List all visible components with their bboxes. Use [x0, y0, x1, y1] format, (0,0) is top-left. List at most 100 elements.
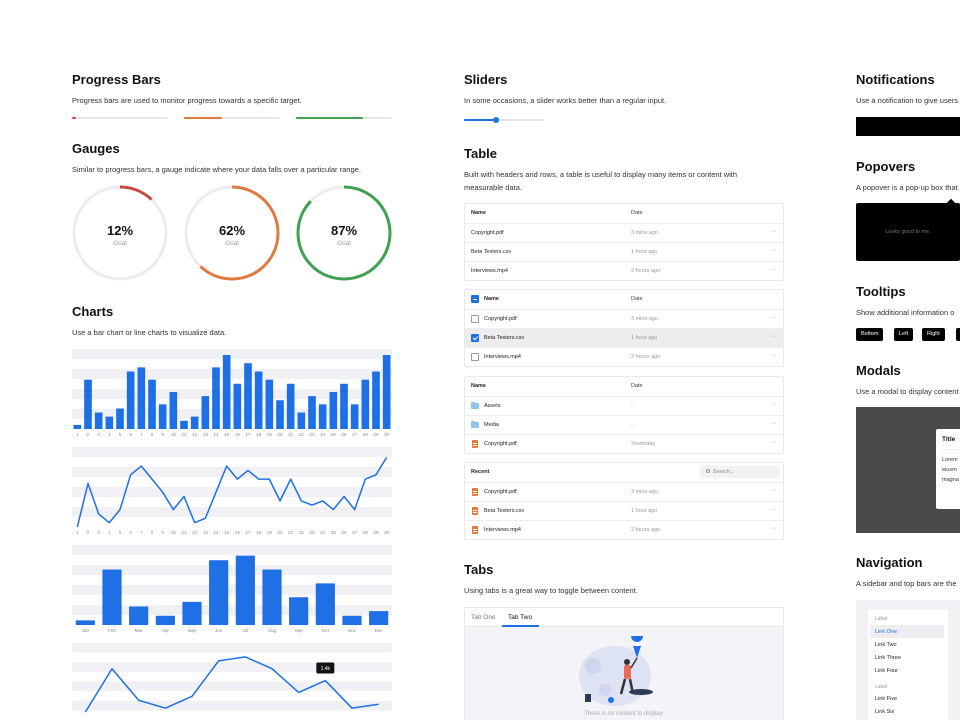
tooltip-partial[interactable] [956, 328, 960, 341]
tick-label: 30 [384, 432, 390, 437]
empty-state-illustration [579, 636, 653, 706]
row-checkbox-checked[interactable] [471, 334, 479, 342]
tick-label: 20 [277, 432, 283, 437]
tabs-title: Tabs [464, 562, 494, 577]
column-header-date[interactable]: Date [631, 210, 643, 216]
more-icon[interactable]: ··· [771, 314, 776, 321]
bar [265, 379, 274, 429]
tick-label: Nov [348, 628, 357, 633]
more-icon[interactable]: ··· [771, 420, 776, 427]
bar [297, 412, 306, 429]
search-input[interactable]: Search... [700, 466, 780, 478]
notification-banner[interactable] [856, 117, 960, 136]
sidebar-item-link-one[interactable]: Link One [875, 629, 898, 635]
file-date: 1 hour ago [631, 249, 658, 255]
tick-label: 15 [224, 432, 230, 437]
more-icon[interactable]: ··· [771, 439, 776, 446]
table-row[interactable]: Assets - ··· [465, 396, 783, 415]
sidebar-item-link-two[interactable]: Link Two [875, 642, 897, 648]
tooltip-right[interactable]: Right [922, 328, 945, 341]
table-row[interactable]: Copyright.pdf 3 mins ago ··· [465, 309, 783, 328]
tooltip-bottom[interactable]: Bottom [856, 328, 884, 341]
modals-description: Use a modal to display content [856, 387, 959, 396]
table-row[interactable]: Copyright.pdf Yesterday ··· [465, 434, 783, 453]
more-icon[interactable]: ··· [771, 352, 776, 359]
file-name: Copyright.pdf [484, 441, 517, 447]
notifications-description: Use a notification to give users [856, 96, 959, 105]
column-header-name[interactable]: Name [471, 383, 486, 389]
tick-label: 11 [182, 432, 187, 437]
grid-band [72, 369, 392, 379]
bar [126, 371, 135, 429]
bar [75, 620, 95, 625]
sidebar-item-link-six[interactable]: Link Six [875, 709, 895, 715]
gauge-value: 87% [330, 223, 358, 238]
bar [340, 383, 348, 429]
file-name: Interviews.mp4 [484, 354, 521, 360]
more-icon[interactable]: ··· [771, 247, 776, 254]
file-name: Beta Testers.csv [484, 335, 525, 341]
gauge-label: Goal [225, 240, 239, 247]
more-icon[interactable]: ··· [771, 266, 776, 273]
file-date: 1 hour ago [631, 508, 658, 514]
column-header-date[interactable]: Date [631, 296, 643, 302]
tick-label: Apr [162, 628, 170, 633]
select-all-checkbox[interactable] [471, 295, 479, 303]
sidebar: Label Link One Link Two Link Three Link … [868, 610, 948, 720]
table-row[interactable]: Interviews.mp4 2 hours ago ··· [465, 261, 783, 280]
grid-band [72, 447, 392, 457]
gauge-ring [184, 185, 280, 281]
table-row-selected[interactable]: Beta Testers.csv 1 hour ago ··· [465, 328, 783, 347]
slider-track[interactable] [464, 117, 544, 123]
more-icon[interactable]: ··· [771, 401, 776, 408]
table-row[interactable]: Media - ··· [465, 415, 783, 434]
more-icon[interactable]: ··· [771, 228, 776, 235]
sidebar-item-link-three[interactable]: Link Three [875, 655, 901, 661]
table-row[interactable]: Copyright.pdf 3 mins ago ··· [465, 223, 783, 242]
row-checkbox[interactable] [471, 353, 479, 361]
tick-label: 17 [245, 530, 251, 535]
column-header-date[interactable]: Date [631, 383, 643, 389]
more-icon[interactable]: ··· [771, 333, 776, 340]
modal-overlay[interactable]: Title Lorem eiusm magna [856, 407, 960, 533]
tab-two[interactable]: Tab Two [508, 614, 533, 621]
tick-label: 10 [171, 530, 177, 535]
folder-icon [471, 402, 479, 409]
table-row[interactable]: Beta Testers.csv 1 hour ago ··· [465, 242, 783, 261]
tooltip-left[interactable]: Left [894, 328, 914, 341]
sidebar-item-link-four[interactable]: Link Four [875, 668, 898, 674]
more-icon[interactable]: ··· [771, 487, 776, 494]
row-checkbox[interactable] [471, 315, 479, 323]
tick-label: 7 [140, 530, 143, 535]
gauges-description: Similar to progress bars, a gauge indica… [72, 165, 361, 174]
more-icon[interactable]: ··· [771, 525, 776, 532]
table-header-row: Recent Search... [465, 463, 783, 482]
bar [244, 363, 252, 429]
bar [382, 355, 391, 429]
column-header-name[interactable]: Name [484, 296, 499, 302]
table-row[interactable]: Beta Testers.csv 1 hour ago ··· [465, 501, 783, 520]
column-header-name[interactable]: Name [471, 210, 486, 216]
tick-label: Aug [268, 628, 277, 633]
navigation-preview: Label Link One Link Two Link Three Link … [856, 600, 960, 720]
bar [289, 597, 309, 625]
modal-body-line: Lorem [942, 457, 958, 463]
table-row[interactable]: Interviews.mp4 2 hours ago ··· [465, 520, 783, 539]
tab-one[interactable]: Tab One [471, 614, 496, 621]
navigation-title: Navigation [856, 555, 923, 570]
more-icon[interactable]: ··· [771, 506, 776, 513]
slider-thumb[interactable] [493, 117, 499, 123]
modal-divider [942, 449, 960, 450]
tick-label: May [188, 628, 197, 633]
tick-label: 25 [331, 530, 337, 535]
gauge-arc [296, 185, 392, 281]
table-row[interactable]: Interviews.mp4 2 hours ago ··· [465, 347, 783, 366]
table-row[interactable]: Copyright.pdf 3 mins ago ··· [465, 482, 783, 501]
tick-label: Jun [215, 628, 223, 633]
tabs-description: Using tabs is a great way to toggle betw… [464, 586, 638, 595]
tick-label: 28 [363, 530, 369, 535]
sidebar-item-link-five[interactable]: Link Five [875, 696, 898, 702]
document-icon [472, 526, 478, 534]
line-chart-annotated: 1.4k [72, 643, 392, 720]
table-basic: Name Date Copyright.pdf 3 mins ago ··· B… [464, 203, 784, 281]
